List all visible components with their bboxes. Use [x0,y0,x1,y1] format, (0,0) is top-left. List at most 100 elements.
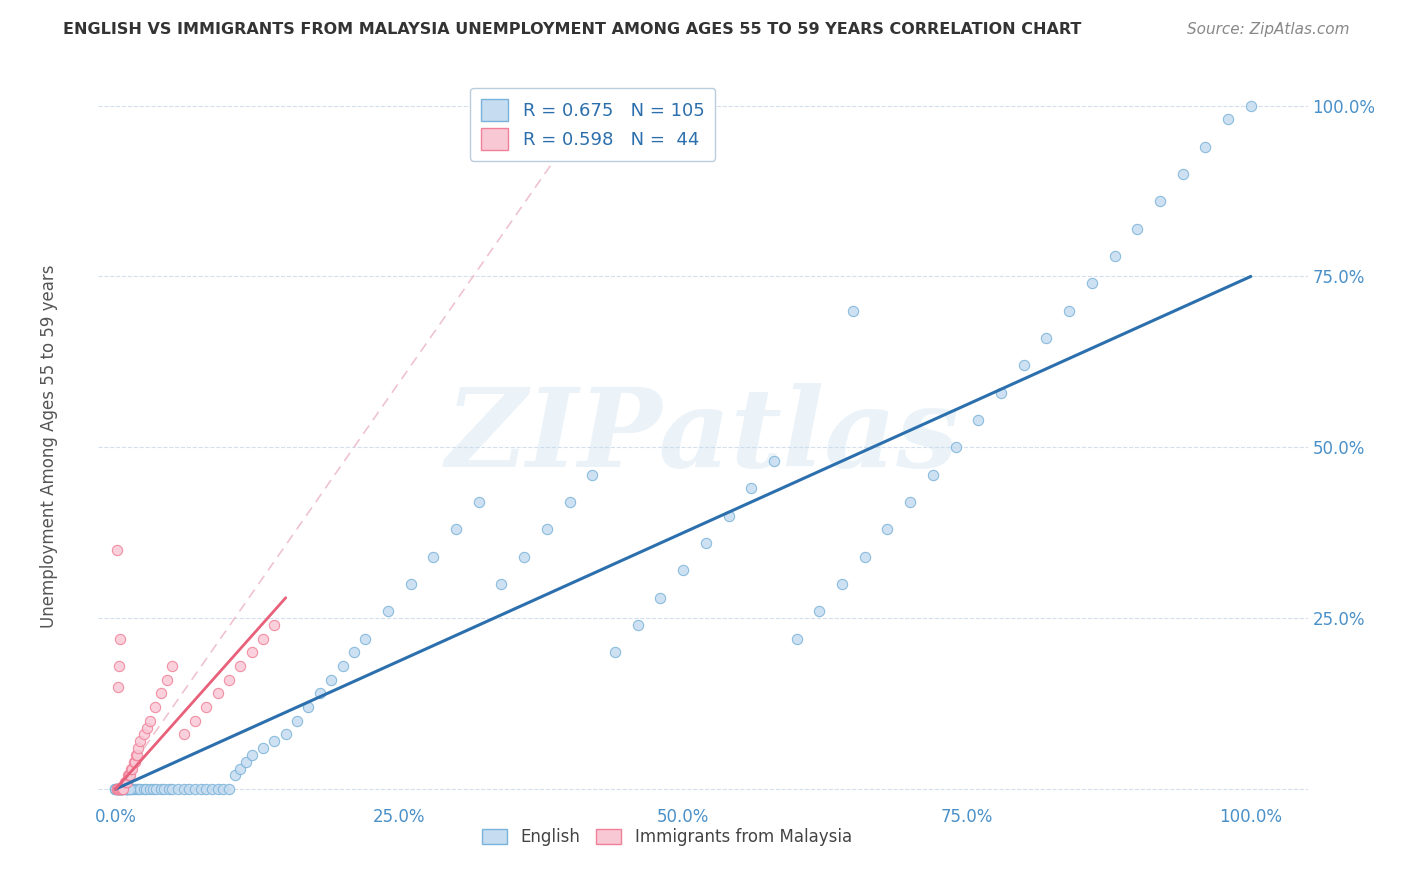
Point [695,536,717,550]
Point [149,782,172,797]
Point [468,495,491,509]
Point [145,782,167,797]
Point [108,782,131,797]
Point [120,782,142,797]
Point [104,782,127,797]
Point [110,782,132,797]
Point [108,782,131,797]
Point [108,632,131,646]
Point [125,747,148,762]
Point [967,413,990,427]
Point [132,727,155,741]
Point [132,782,155,797]
Point [173,782,195,797]
Point [581,467,603,482]
Point [111,782,134,797]
Point [115,775,138,789]
Point [321,673,343,687]
Point [1104,249,1126,263]
Point [142,782,165,797]
Point [160,659,183,673]
Point [136,721,159,735]
Point [173,727,195,741]
Point [121,762,143,776]
Point [1240,98,1263,112]
Point [114,782,136,797]
Point [945,440,967,454]
Point [603,645,626,659]
Point [1216,112,1239,127]
Point [1126,221,1149,235]
Point [114,782,136,797]
Point [118,782,141,797]
Point [762,454,785,468]
Point [1035,331,1057,345]
Point [184,714,207,728]
Point [107,782,129,797]
Point [285,714,308,728]
Point [105,542,128,557]
Text: ENGLISH VS IMMIGRANTS FROM MALAYSIA UNEMPLOYMENT AMONG AGES 55 TO 59 YEARS CORRE: ENGLISH VS IMMIGRANTS FROM MALAYSIA UNEM… [63,22,1081,37]
Point [853,549,876,564]
Point [138,714,160,728]
Point [112,782,135,797]
Point [167,782,190,797]
Point [108,782,131,797]
Point [252,741,274,756]
Point [129,734,152,748]
Point [207,686,229,700]
Point [105,782,128,797]
Point [808,604,831,618]
Point [1081,277,1104,291]
Point [120,768,142,782]
Point [117,768,139,782]
Point [201,782,224,797]
Point [990,385,1012,400]
Point [1012,359,1035,373]
Point [717,508,740,523]
Text: ZIPatlas: ZIPatlas [446,384,960,491]
Point [1149,194,1171,209]
Text: Unemployment Among Ages 55 to 59 years: Unemployment Among Ages 55 to 59 years [41,264,58,628]
Point [127,741,149,756]
Point [153,782,176,797]
Point [1171,167,1194,181]
Legend: English, Immigrants from Malaysia: English, Immigrants from Malaysia [475,822,859,853]
Point [135,782,157,797]
Point [252,632,274,646]
Point [218,782,240,797]
Point [513,549,536,564]
Point [157,782,180,797]
Point [125,782,148,797]
Point [922,467,945,482]
Point [1194,139,1216,153]
Point [115,782,138,797]
Point [195,700,218,714]
Point [229,762,252,776]
Point [112,782,135,797]
Point [224,768,246,782]
Point [143,700,166,714]
Point [650,591,672,605]
Point [125,747,148,762]
Point [107,782,129,797]
Point [207,782,229,797]
Point [155,673,177,687]
Point [105,782,128,797]
Point [184,782,207,797]
Point [110,782,132,797]
Point [107,782,129,797]
Point [111,782,134,797]
Point [444,522,467,536]
Point [127,782,149,797]
Point [124,755,146,769]
Point [212,782,235,797]
Point [422,549,444,564]
Point [114,775,136,789]
Point [377,604,399,618]
Point [149,686,172,700]
Point [308,686,330,700]
Point [105,782,128,797]
Point [105,782,128,797]
Point [129,782,152,797]
